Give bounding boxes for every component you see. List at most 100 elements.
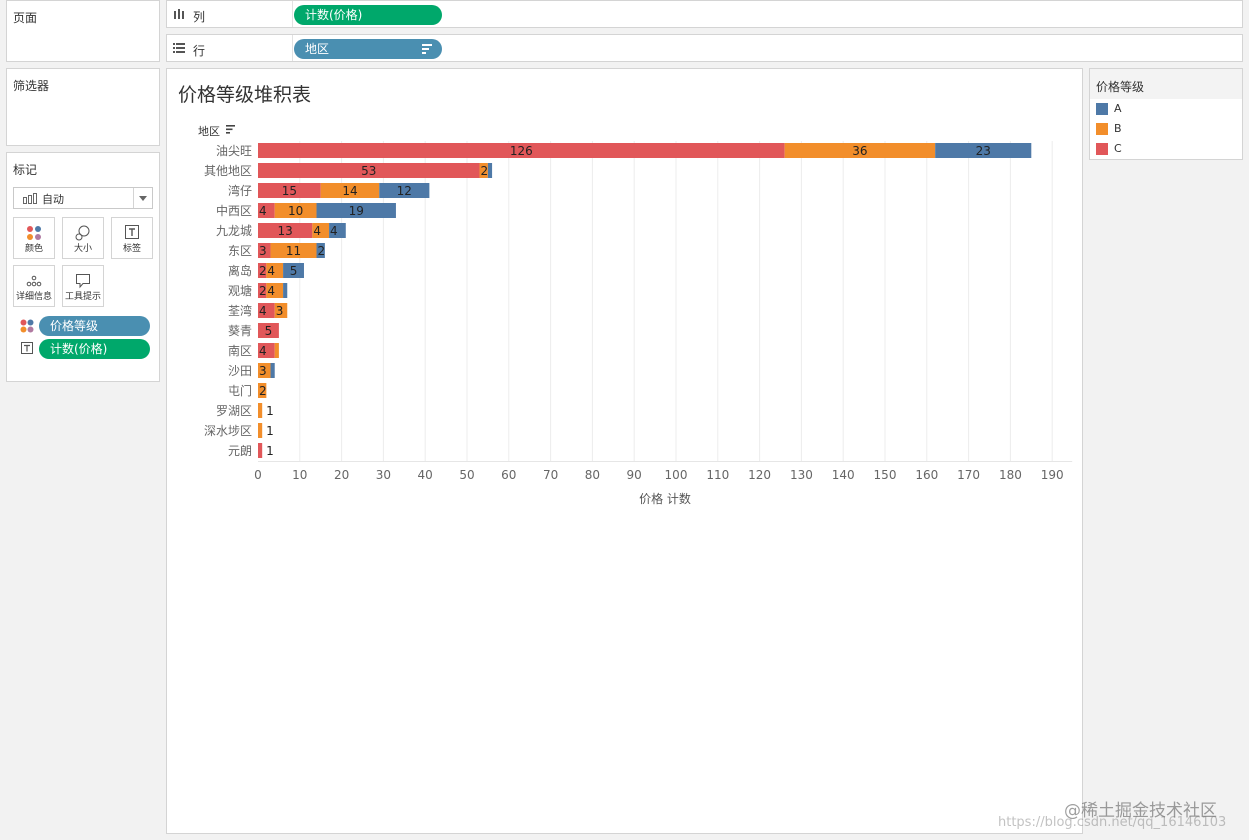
bar-segment-a[interactable] <box>316 243 325 258</box>
bar-segment-a[interactable] <box>283 283 288 298</box>
data-label: 53 <box>361 164 376 178</box>
data-label: 4 <box>313 224 321 238</box>
bar-segment-b[interactable] <box>274 303 288 318</box>
legend-title: 价格等级 <box>1096 80 1145 94</box>
data-label: 23 <box>976 144 991 158</box>
legend-label-a: A <box>1114 102 1122 115</box>
bar-segment-b[interactable] <box>312 223 330 238</box>
tooltip-icon <box>75 273 91 292</box>
label-icon <box>21 342 33 357</box>
data-label: 1 <box>266 404 274 418</box>
label-button[interactable]: 标签 <box>111 217 153 259</box>
bar-segment-c[interactable] <box>258 443 263 458</box>
bar-segment-c[interactable] <box>258 223 313 238</box>
filters-card[interactable]: 筛选器 <box>6 68 160 146</box>
bar-segment-a[interactable] <box>329 223 346 238</box>
bar-segment-b[interactable] <box>266 283 284 298</box>
bar-segment-b[interactable] <box>274 203 317 218</box>
bar-segment-c[interactable] <box>258 343 275 358</box>
legend-swatch-c[interactable] <box>1096 143 1108 155</box>
bar-segment-c[interactable] <box>258 203 275 218</box>
x-tick-label: 30 <box>376 468 391 482</box>
columns-shelf[interactable]: 列 计数(价格) <box>166 0 1243 28</box>
bar-segment-a[interactable] <box>270 363 275 378</box>
category-label: 屯门 <box>228 383 252 398</box>
bar-segment-b[interactable] <box>258 363 271 378</box>
bar-segment-b[interactable] <box>266 263 284 278</box>
size-button[interactable]: 大小 <box>62 217 104 259</box>
data-label: 1 <box>266 444 274 458</box>
label-field-pill[interactable]: 计数(价格) <box>39 339 150 359</box>
mark-type-value: 自动 <box>42 193 64 206</box>
bar-segment-c[interactable] <box>258 163 480 178</box>
detail-button[interactable]: 详细信息 <box>13 265 55 307</box>
bar-segment-a[interactable] <box>283 263 304 278</box>
bar-segment-c[interactable] <box>258 303 275 318</box>
shelf-divider <box>292 35 293 61</box>
bar-segment-c[interactable] <box>258 283 267 298</box>
data-label: 10 <box>288 204 303 218</box>
columns-pill[interactable]: 计数(价格) <box>294 5 442 25</box>
bar-segment-c[interactable] <box>258 323 279 338</box>
size-button-label: 大小 <box>73 244 92 254</box>
bar-segment-a[interactable] <box>316 203 396 218</box>
data-label: 4 <box>259 344 267 358</box>
bar-segment-c[interactable] <box>258 263 267 278</box>
bar-segment-b[interactable] <box>258 403 263 418</box>
category-label: 油尖旺 <box>216 144 252 158</box>
bar-segment-a[interactable] <box>935 143 1032 158</box>
bar-segment-b[interactable] <box>270 243 317 258</box>
data-label: 14 <box>342 184 357 198</box>
bar-segment-c[interactable] <box>258 183 321 198</box>
x-tick-label: 190 <box>1041 468 1064 482</box>
x-tick-label: 110 <box>706 468 729 482</box>
data-label: 3 <box>259 244 267 258</box>
category-label: 中西区 <box>216 203 252 218</box>
color-button-label: 颜色 <box>24 244 43 254</box>
data-label: 2 <box>259 264 267 278</box>
legend-label-c: C <box>1114 142 1122 155</box>
legend-card: 价格等级 A B C <box>1089 68 1243 160</box>
detail-icon <box>26 273 42 292</box>
data-label: 3 <box>276 304 284 318</box>
x-tick-label: 50 <box>459 468 474 482</box>
rows-shelf[interactable]: 行 地区 <box>166 34 1243 62</box>
mark-type-select[interactable]: 自动 <box>13 187 153 209</box>
category-label: 东区 <box>228 244 252 258</box>
tooltip-button[interactable]: 工具提示 <box>62 265 104 307</box>
data-label: 4 <box>259 304 267 318</box>
legend-header[interactable]: 价格等级 <box>1090 69 1242 99</box>
data-label: 36 <box>852 144 867 158</box>
x-tick-label: 90 <box>627 468 642 482</box>
x-tick-label: 160 <box>915 468 938 482</box>
bar-segment-b[interactable] <box>479 163 488 178</box>
data-label: 126 <box>510 144 533 158</box>
bar-segment-a[interactable] <box>487 163 493 178</box>
bar-segment-b[interactable] <box>784 143 936 158</box>
category-label: 葵青 <box>228 324 252 338</box>
legend-swatch-a[interactable] <box>1096 103 1108 115</box>
data-label: 2 <box>481 164 489 178</box>
filters-title: 筛选器 <box>13 79 50 93</box>
x-tick-label: 100 <box>665 468 688 482</box>
bar-segment-b[interactable] <box>258 423 263 438</box>
bar-segment-b[interactable] <box>274 343 279 358</box>
bar-segment-a[interactable] <box>379 183 430 198</box>
pages-card[interactable]: 页面 <box>6 0 160 62</box>
data-label: 3 <box>259 364 267 378</box>
legend-swatch-b[interactable] <box>1096 123 1108 135</box>
color-field-pill[interactable]: 价格等级 <box>39 316 150 336</box>
data-label: 11 <box>286 244 301 258</box>
x-tick-label: 0 <box>254 468 262 482</box>
bar-segment-c[interactable] <box>258 143 785 158</box>
row-header-sort-icon[interactable] <box>226 125 235 134</box>
bar-segment-b[interactable] <box>320 183 380 198</box>
x-tick-label: 60 <box>501 468 516 482</box>
sort-icon[interactable] <box>422 44 432 56</box>
chevron-down-icon[interactable] <box>133 188 152 208</box>
color-button[interactable]: 颜色 <box>13 217 55 259</box>
rows-pill[interactable]: 地区 <box>294 39 442 59</box>
bar-segment-c[interactable] <box>258 243 271 258</box>
bar-segment-b[interactable] <box>258 383 267 398</box>
